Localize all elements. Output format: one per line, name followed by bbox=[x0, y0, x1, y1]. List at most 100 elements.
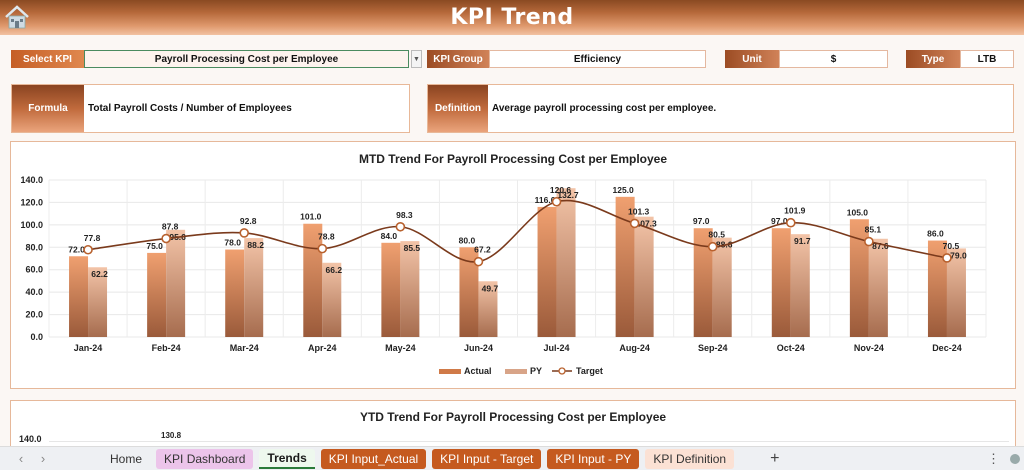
next-sheet-icon[interactable]: › bbox=[40, 451, 46, 466]
actual-data-label: 78.0 bbox=[224, 238, 241, 248]
target-data-label: 77.8 bbox=[84, 233, 101, 243]
x-tick-label: Oct-24 bbox=[777, 343, 805, 353]
py-data-label: 88.2 bbox=[247, 240, 264, 250]
kpi-group-value: Efficiency bbox=[489, 50, 706, 68]
y-tick-label: 120.0 bbox=[20, 197, 43, 207]
target-data-label: 78.8 bbox=[318, 232, 335, 242]
tab-kpi-input-target[interactable]: KPI Input - Target bbox=[432, 448, 542, 469]
actual-bar bbox=[537, 206, 557, 337]
py-data-label: 107.3 bbox=[635, 219, 657, 229]
actual-bar bbox=[381, 242, 401, 337]
py-bar bbox=[166, 229, 186, 337]
type-field: Type LTB bbox=[906, 50, 1014, 68]
unit-label: Unit bbox=[725, 50, 779, 68]
x-tick-label: Dec-24 bbox=[932, 343, 962, 353]
actual-data-label: 125.0 bbox=[612, 185, 634, 195]
select-kpi-label: Select KPI bbox=[11, 50, 84, 68]
actual-data-label: 86.0 bbox=[927, 229, 944, 239]
target-marker bbox=[317, 243, 328, 254]
prev-sheet-icon[interactable]: ‹ bbox=[18, 451, 24, 466]
tab-kpi-dashboard[interactable]: KPI Dashboard bbox=[156, 448, 254, 469]
actual-bar bbox=[225, 249, 245, 337]
y-tick-label: 40.0 bbox=[25, 287, 43, 297]
x-tick-label: Jul-24 bbox=[544, 343, 570, 353]
ytd-trend-chart: YTD Trend For Payroll Processing Cost pe… bbox=[10, 400, 1016, 450]
py-data-label: 62.2 bbox=[91, 269, 108, 279]
actual-bar bbox=[927, 240, 947, 337]
py-data-label: 132.7 bbox=[557, 190, 579, 200]
py-bar bbox=[712, 237, 732, 337]
py-bar bbox=[478, 281, 498, 337]
target-marker bbox=[785, 217, 796, 228]
target-marker bbox=[707, 241, 718, 252]
legend-actual-swatch bbox=[439, 369, 461, 374]
py-bar bbox=[634, 216, 654, 337]
x-tick-label: Nov-24 bbox=[854, 343, 884, 353]
y-tick-label: 20.0 bbox=[25, 310, 43, 320]
target-marker bbox=[942, 253, 952, 263]
x-tick-label: Sep-24 bbox=[698, 343, 728, 353]
unit-field: Unit $ bbox=[725, 50, 888, 68]
actual-data-label: 84.0 bbox=[381, 231, 398, 241]
py-data-label: 87.6 bbox=[872, 241, 889, 251]
actual-bar bbox=[303, 223, 323, 337]
scroll-handle[interactable] bbox=[1010, 453, 1020, 464]
definition-box: Definition Average payroll processing co… bbox=[427, 84, 1014, 133]
py-bar bbox=[790, 234, 810, 337]
home-icon[interactable] bbox=[3, 3, 31, 31]
kpi-group-label: KPI Group bbox=[427, 50, 489, 68]
py-data-label: 85.5 bbox=[404, 243, 421, 253]
actual-data-label: 105.0 bbox=[847, 207, 869, 217]
legend-py-label: PY bbox=[530, 366, 542, 376]
select-kpi-dropdown[interactable]: Payroll Processing Cost per Employee bbox=[84, 50, 409, 68]
actual-bar bbox=[771, 228, 791, 337]
target-data-label: 101.9 bbox=[784, 206, 806, 216]
py-bar bbox=[868, 238, 888, 337]
actual-data-label: 72.0 bbox=[68, 244, 85, 254]
ytd-ytick-140: 140.0 bbox=[19, 434, 42, 444]
actual-bar bbox=[147, 252, 167, 337]
more-options-icon[interactable]: ⋮ bbox=[987, 450, 1000, 466]
target-data-label: 67.2 bbox=[474, 245, 491, 255]
tab-home[interactable]: Home bbox=[110, 451, 143, 466]
x-tick-label: May-24 bbox=[385, 343, 416, 353]
formula-box: Formula Total Payroll Costs / Number of … bbox=[11, 84, 410, 133]
actual-bar bbox=[69, 256, 89, 337]
py-bar bbox=[88, 267, 108, 337]
actual-data-label: 80.0 bbox=[459, 235, 476, 245]
unit-value: $ bbox=[779, 50, 888, 68]
x-tick-label: Apr-24 bbox=[308, 343, 337, 353]
target-data-label: 85.1 bbox=[865, 225, 882, 235]
add-sheet-button[interactable]: + bbox=[770, 449, 780, 467]
page-title: KPI Trend bbox=[450, 5, 574, 30]
target-marker bbox=[473, 256, 484, 267]
actual-bar bbox=[459, 247, 479, 337]
actual-data-label: 97.0 bbox=[771, 216, 788, 226]
y-tick-label: 100.0 bbox=[20, 220, 43, 230]
target-data-label: 120.6 bbox=[550, 185, 572, 195]
py-bar bbox=[556, 188, 576, 337]
actual-data-label: 97.0 bbox=[693, 216, 710, 226]
target-data-label: 98.3 bbox=[396, 210, 413, 220]
target-data-label: 70.5 bbox=[943, 241, 960, 251]
actual-bar bbox=[693, 228, 713, 337]
definition-label: Definition bbox=[428, 85, 488, 132]
tab-kpi-input-py[interactable]: KPI Input - PY bbox=[547, 448, 640, 469]
legend-py-swatch bbox=[505, 369, 527, 374]
ytd-gridline bbox=[49, 441, 1009, 442]
ytd-label: 130.8 bbox=[161, 431, 182, 440]
actual-data-label: 101.0 bbox=[300, 212, 322, 222]
tab-kpi-input-actual[interactable]: KPI Input_Actual bbox=[320, 448, 427, 469]
x-tick-label: Jun-24 bbox=[464, 343, 493, 353]
tab-trends[interactable]: Trends bbox=[259, 448, 315, 469]
target-data-label: 80.5 bbox=[708, 230, 725, 240]
tab-kpi-definition[interactable]: KPI Definition bbox=[645, 448, 735, 469]
mtd-trend-chart: MTD Trend For Payroll Processing Cost pe… bbox=[10, 141, 1016, 389]
py-bar bbox=[400, 241, 420, 337]
target-marker bbox=[83, 244, 93, 255]
actual-bar bbox=[849, 219, 869, 337]
target-marker bbox=[161, 233, 171, 244]
formula-label: Formula bbox=[12, 85, 84, 132]
chevron-down-icon[interactable]: ▼ bbox=[411, 50, 422, 68]
actual-bar bbox=[615, 196, 635, 337]
